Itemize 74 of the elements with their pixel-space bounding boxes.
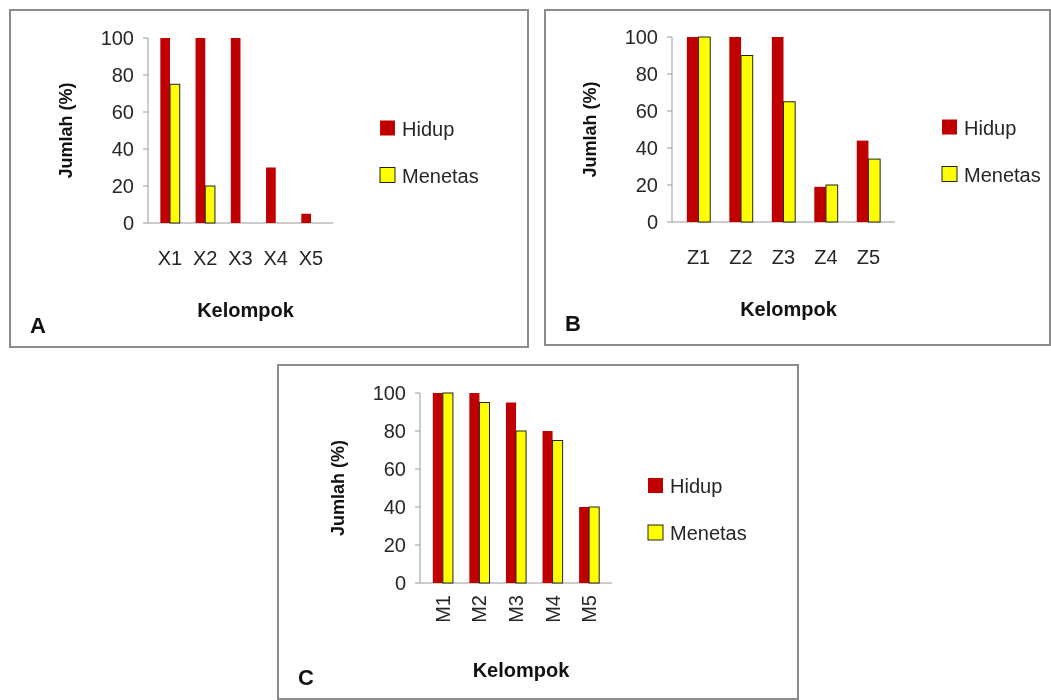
y-axis-title: Jumlah (%) <box>580 81 601 178</box>
y-tick-label: 100 <box>100 27 134 49</box>
y-tick-label: 80 <box>111 64 134 86</box>
y-tick-label: 20 <box>635 174 658 196</box>
x-axis-title: Kelompok <box>472 659 571 681</box>
bar <box>771 37 784 222</box>
bar <box>301 213 311 223</box>
y-tick-label: 100 <box>624 26 658 48</box>
bar <box>542 431 553 583</box>
bar <box>505 402 516 583</box>
bar <box>867 158 881 223</box>
x-tick-label: Z4 <box>814 246 838 268</box>
bar <box>204 185 216 224</box>
x-tick-label: Z1 <box>686 246 711 268</box>
x-tick-label: Z3 <box>771 246 796 268</box>
legend-label: Hidup <box>670 475 723 497</box>
x-tick-label: M2 <box>468 595 491 623</box>
x-tick-label: M1 <box>431 595 454 623</box>
y-tick-label: 100 <box>372 382 406 404</box>
bar <box>814 186 826 222</box>
bar <box>515 430 527 584</box>
y-tick-label: 0 <box>646 211 658 233</box>
x-tick-label: M4 <box>541 595 564 623</box>
bar <box>442 392 454 584</box>
bar <box>579 507 590 583</box>
text: B <box>565 311 581 336</box>
y-axis-title: Jumlah (%) <box>328 439 349 537</box>
y-tick-label: 0 <box>122 212 134 234</box>
legend-label: Hidup <box>964 116 1017 139</box>
x-tick-label: X5 <box>298 247 324 269</box>
y-tick-label: 40 <box>635 137 658 159</box>
legend-label: Menetas <box>402 164 479 187</box>
y-tick-label: 60 <box>635 100 658 122</box>
bar <box>588 506 600 584</box>
text: A <box>30 313 46 338</box>
x-axis-title: Kelompok <box>197 299 295 321</box>
y-tick-label: 80 <box>635 63 658 85</box>
bar <box>195 38 206 223</box>
y-axis-title: Jumlah (%) <box>56 82 77 179</box>
bar <box>686 37 699 222</box>
y-tick-label: 40 <box>383 496 406 518</box>
bar <box>160 38 171 223</box>
bar <box>783 101 796 223</box>
y-tick-label: 20 <box>383 534 406 556</box>
y-tick-label: 40 <box>111 138 134 160</box>
y-tick-label: 60 <box>383 458 406 480</box>
bar <box>825 184 839 223</box>
x-tick-label: M5 <box>578 595 601 623</box>
bar <box>740 55 754 223</box>
x-tick-label: X1 <box>157 247 183 269</box>
bar <box>169 83 181 224</box>
x-tick-label: M3 <box>505 595 527 623</box>
legend-label: Menetas <box>670 522 747 544</box>
bar <box>230 38 241 223</box>
bar <box>478 402 490 584</box>
x-tick-label: X4 <box>263 247 288 269</box>
bar <box>266 167 276 223</box>
x-tick-label: X2 <box>193 247 218 269</box>
x-tick-label: Z5 <box>856 246 881 268</box>
bar <box>698 36 711 223</box>
x-axis-title: Kelompok <box>740 298 838 320</box>
x-tick-label: X3 <box>228 247 253 269</box>
x-tick-label: Z2 <box>729 246 753 268</box>
y-tick-label: 0 <box>394 572 406 594</box>
bar <box>729 37 742 222</box>
legend-label: Menetas <box>964 163 1041 186</box>
y-tick-label: 60 <box>111 101 134 123</box>
y-tick-label: 80 <box>383 420 406 442</box>
legend-label: Hidup <box>402 117 455 140</box>
bar <box>856 140 869 222</box>
text: C <box>298 665 314 690</box>
bar <box>469 393 480 583</box>
y-tick-label: 20 <box>111 175 134 197</box>
bar <box>552 440 564 584</box>
